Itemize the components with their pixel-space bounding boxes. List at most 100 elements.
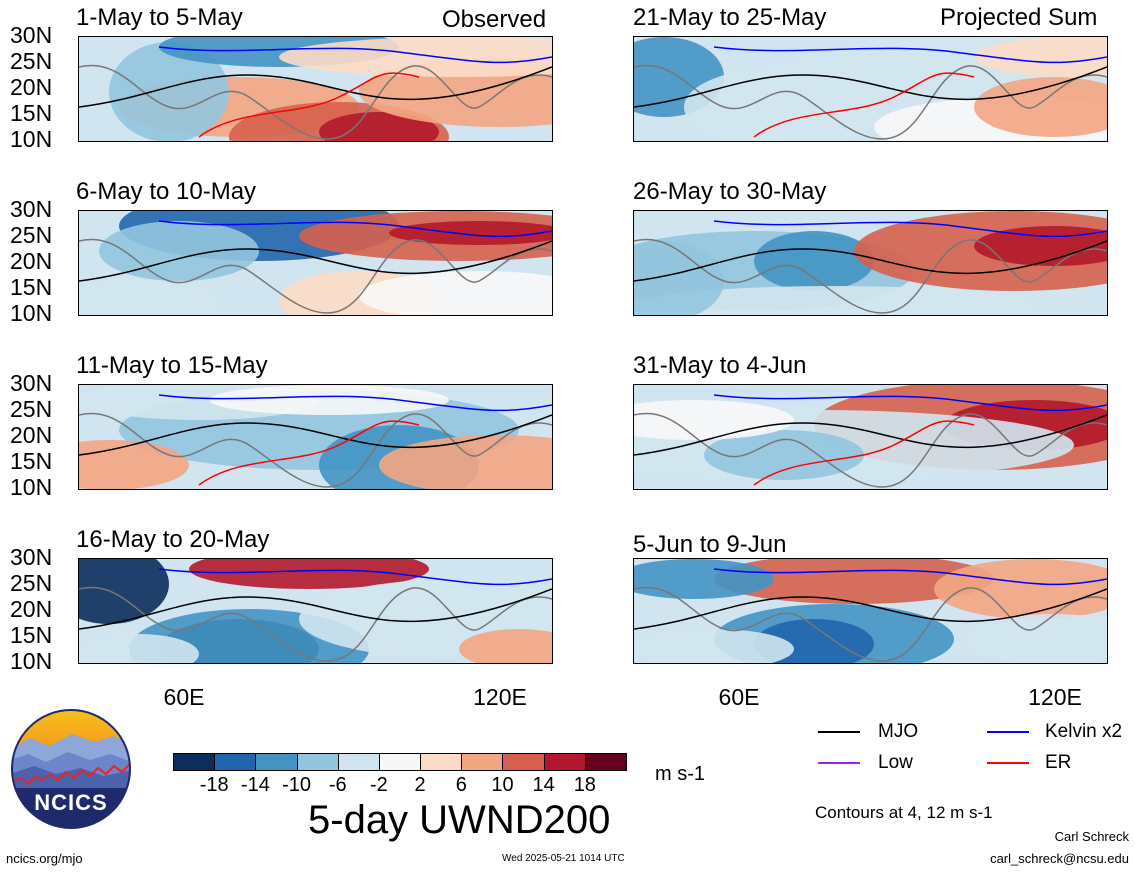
field-blob (634, 400, 794, 440)
y-tick-label: 20N (10, 248, 53, 274)
y-tick-label: 25N (10, 222, 53, 248)
field-blob (704, 430, 864, 480)
field-blob (389, 221, 552, 245)
field-blob (634, 286, 1034, 315)
colorbar-tick-label: -10 (282, 774, 311, 796)
ncics-logo: NCICS (10, 708, 132, 830)
main-title: 5-day UWND200 (308, 798, 611, 842)
coastline (79, 238, 552, 314)
legend-line-er (987, 762, 1029, 764)
coastline (634, 238, 1107, 314)
y-tick-label: 25N (10, 396, 53, 422)
colorbar-swatch (255, 753, 298, 771)
panel-title-5: 21-May to 25-May (633, 4, 827, 31)
field-blob (974, 37, 1107, 77)
colorbar-swatch (173, 753, 216, 771)
field-blob (714, 559, 994, 604)
field-blob (99, 221, 259, 281)
contour-line (158, 568, 552, 586)
legend-label-kelvin: Kelvin x2 (1045, 721, 1123, 742)
field-shading (79, 385, 552, 489)
colorbar-swatch (502, 753, 545, 771)
contour-line (753, 420, 975, 486)
coastline (634, 64, 1107, 140)
colorbar-swatch (584, 753, 627, 771)
panel-title-7: 31-May to 4-Jun (633, 352, 807, 379)
legend-label-mjo: MJO (878, 721, 919, 742)
contour-line (713, 568, 1107, 586)
legend-line-kelvin (987, 731, 1029, 733)
contour-line (79, 588, 552, 630)
contour-line (713, 220, 1107, 238)
y-tick-label: 10N (10, 648, 53, 674)
field-shading (79, 211, 552, 315)
y-tick-label: 15N (10, 274, 53, 300)
x-tick-label: 60E (163, 684, 205, 710)
contour-line (79, 240, 552, 282)
y-tick-label: 20N (10, 422, 53, 448)
map-panel (78, 558, 553, 664)
field-shading (79, 37, 552, 141)
y-tick-label: 30N (10, 370, 53, 396)
colorbar-swatch (543, 753, 586, 771)
panel-title-3: 11-May to 15-May (76, 352, 268, 379)
author-email[interactable]: carl_schreck@ncsu.edu (990, 851, 1129, 866)
projected-label: Projected Sum (940, 4, 1098, 31)
y-tick-label: 20N (10, 74, 53, 100)
field-blob (189, 559, 429, 589)
field-blob (279, 37, 552, 77)
colorbar-tick-label: 18 (573, 774, 596, 796)
panel-title-8: 5-Jun to 9-Jun (633, 531, 787, 558)
colorbar-swatch (461, 753, 504, 771)
contour-line (634, 240, 1107, 282)
y-tick-label: 10N (10, 300, 53, 326)
contour-line (753, 72, 975, 138)
field-blob (634, 629, 794, 663)
legend-line-mjo (818, 731, 860, 733)
timestamp: Wed 2025-05-21 1014 UTC (502, 853, 625, 864)
field-blob (109, 42, 229, 141)
field-shading (79, 559, 552, 663)
field-blob (79, 281, 219, 315)
field-blob (79, 559, 169, 624)
y-tick-label: 10N (10, 474, 53, 500)
contour-note: Contours at 4, 12 m s-1 (815, 803, 993, 822)
coastline (634, 586, 1107, 662)
contour-line (634, 414, 1107, 456)
panel-title-2: 6-May to 10-May (76, 178, 257, 205)
map-panel (78, 384, 553, 490)
colorbar-tick-label: 2 (414, 774, 426, 796)
y-tick-label: 15N (10, 448, 53, 474)
panel-title-4: 16-May to 20-May (76, 526, 270, 553)
field-blob (379, 435, 552, 489)
author-name: Carl Schreck (1054, 829, 1129, 844)
field-blob (684, 67, 884, 141)
field-blob (754, 231, 874, 291)
observed-label: Observed (442, 6, 547, 33)
field-blob (359, 271, 552, 315)
site-url[interactable]: ncics.org/mjo (6, 851, 83, 866)
contour-line (79, 414, 552, 456)
coastline (634, 412, 1107, 488)
contour-line (158, 394, 552, 412)
legend-label-low: Low (878, 752, 913, 773)
legend-label-er: ER (1045, 752, 1072, 773)
colorbar-tick-label: 6 (455, 774, 467, 796)
y-tick-label: 15N (10, 100, 53, 126)
map-panel (633, 210, 1108, 316)
coastline (79, 412, 552, 488)
field-blob (964, 614, 1107, 663)
contour-line (634, 66, 1107, 108)
contour-line (158, 220, 552, 238)
colorbar-swatch (420, 753, 463, 771)
field-blob (209, 385, 449, 415)
y-tick-label: 15N (10, 622, 53, 648)
colorbar-swatch (296, 753, 339, 771)
field-shading (634, 211, 1107, 315)
field-shading (634, 385, 1107, 489)
coastline (79, 64, 552, 140)
y-tick-label: 25N (10, 48, 53, 74)
map-panel (78, 36, 553, 142)
colorbar-tick-label: 10 (491, 774, 514, 796)
colorbar-swatch (214, 753, 257, 771)
